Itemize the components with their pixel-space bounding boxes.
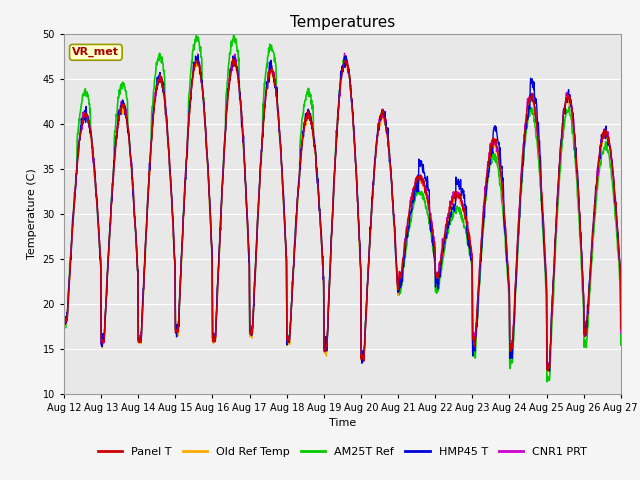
Panel T [429, 233, 437, 239]
CNR1 PRT [552, 237, 559, 243]
Old Ref Temp [429, 235, 437, 240]
Old Ref Temp [617, 330, 625, 336]
AM25T Ref [170, 253, 178, 259]
Old Ref Temp [184, 132, 191, 137]
Line: HMP45 T: HMP45 T [64, 56, 621, 371]
CNR1 PRT [502, 230, 509, 236]
CNR1 PRT [340, 50, 348, 56]
Y-axis label: Temperature (C): Temperature (C) [27, 168, 37, 259]
Panel T [246, 331, 254, 337]
Line: CNR1 PRT: CNR1 PRT [64, 53, 621, 366]
AM25T Ref [230, 30, 237, 36]
CNR1 PRT [184, 128, 191, 133]
Line: Old Ref Temp: Old Ref Temp [64, 59, 621, 371]
Old Ref Temp [170, 248, 178, 254]
Panel T [170, 253, 178, 259]
HMP45 T [246, 332, 254, 337]
Panel T [552, 232, 559, 238]
Old Ref Temp [502, 235, 509, 240]
AM25T Ref [552, 249, 559, 254]
Old Ref Temp [231, 56, 239, 62]
HMP45 T [617, 324, 625, 329]
Panel T [229, 56, 237, 61]
Old Ref Temp [544, 368, 552, 373]
Old Ref Temp [552, 239, 559, 244]
Panel T [184, 133, 191, 139]
HMP45 T [552, 236, 559, 242]
Panel T [545, 368, 552, 374]
Panel T [617, 326, 625, 332]
Old Ref Temp [60, 319, 68, 325]
CNR1 PRT [60, 317, 68, 323]
CNR1 PRT [429, 237, 437, 242]
AM25T Ref [543, 379, 551, 384]
Panel T [60, 318, 68, 324]
X-axis label: Time: Time [329, 418, 356, 428]
Panel T [502, 233, 509, 239]
AM25T Ref [502, 251, 509, 256]
Legend: Panel T, Old Ref Temp, AM25T Ref, HMP45 T, CNR1 PRT: Panel T, Old Ref Temp, AM25T Ref, HMP45 … [93, 443, 591, 461]
HMP45 T [502, 237, 509, 243]
AM25T Ref [60, 324, 68, 329]
CNR1 PRT [617, 330, 625, 336]
CNR1 PRT [545, 363, 553, 369]
Title: Temperatures: Temperatures [290, 15, 395, 30]
CNR1 PRT [170, 249, 178, 254]
HMP45 T [429, 242, 437, 248]
Line: AM25T Ref: AM25T Ref [64, 33, 621, 382]
Text: VR_met: VR_met [72, 47, 119, 58]
AM25T Ref [429, 249, 437, 254]
HMP45 T [546, 368, 554, 374]
Old Ref Temp [246, 332, 254, 338]
HMP45 T [195, 53, 202, 59]
AM25T Ref [246, 332, 254, 337]
AM25T Ref [184, 133, 191, 139]
Line: Panel T: Panel T [64, 59, 621, 371]
HMP45 T [184, 130, 191, 135]
CNR1 PRT [246, 329, 254, 335]
AM25T Ref [617, 342, 625, 348]
HMP45 T [170, 249, 178, 255]
HMP45 T [60, 318, 68, 324]
